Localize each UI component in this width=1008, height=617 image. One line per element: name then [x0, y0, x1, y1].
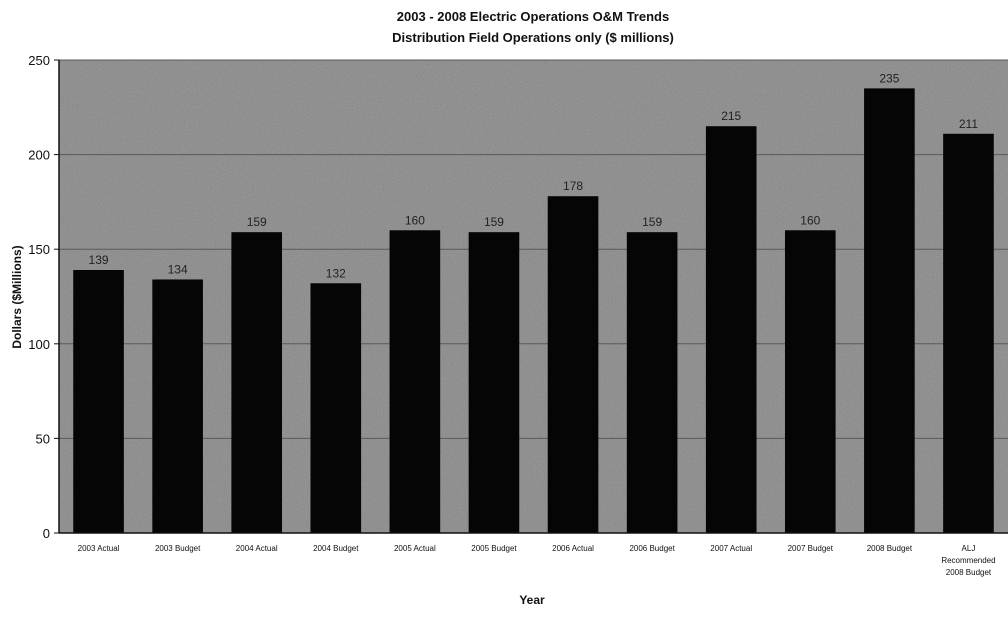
- x-axis-ticks: 2003 Actual 2003 Budget 2004 Actual 2004 Bu…: [78, 544, 996, 577]
- x-tick-label: 2006 Budget: [629, 544, 675, 553]
- y-tick-label: 250: [28, 53, 50, 68]
- x-tick-label: ALJ Recommended 2008 Budget: [941, 544, 995, 577]
- bar: [943, 133, 994, 533]
- bar: [468, 232, 520, 533]
- y-tick-label: 200: [28, 148, 50, 163]
- bar: [73, 270, 124, 533]
- x-axis-label: Year: [519, 593, 545, 607]
- data-label: 159: [642, 215, 662, 229]
- x-tick-label: 2004 Budget: [313, 544, 359, 553]
- gridlines: [59, 59, 1008, 439]
- data-label: 160: [800, 213, 820, 227]
- data-label: 159: [247, 215, 267, 229]
- data-label: 132: [326, 266, 346, 280]
- plot-area: [59, 60, 1008, 533]
- x-tick-label: 2006 Actual: [552, 544, 594, 553]
- x-tick-label: 2005 Budget: [471, 544, 517, 553]
- bar: [152, 279, 203, 533]
- data-label: 215: [721, 109, 741, 123]
- x-tick-label: 2003 Budget: [155, 544, 201, 553]
- data-label: 134: [168, 262, 188, 276]
- bar: [784, 230, 836, 533]
- bar: [705, 126, 757, 533]
- y-tick-label: 100: [28, 337, 50, 352]
- y-axis-label: Dollars ($Millions): [10, 245, 24, 348]
- chart-subtitle: Distribution Field Operations only ($ mi…: [392, 30, 674, 45]
- x-tick-label: 2008 Budget: [867, 544, 913, 553]
- y-tick-label: 150: [28, 242, 50, 257]
- x-tick-label: 2007 Budget: [788, 544, 834, 553]
- x-tick-label: 2007 Actual: [710, 544, 752, 553]
- x-tick-label: 2003 Actual: [78, 544, 120, 553]
- y-tick-label: 50: [36, 431, 50, 446]
- chart-title: 2003 - 2008 Electric Operations O&M Tren…: [397, 9, 669, 24]
- bar: [389, 230, 441, 533]
- x-tick-label: 2004 Actual: [236, 544, 278, 553]
- data-label: 211: [959, 117, 978, 131]
- data-label: 178: [563, 179, 583, 193]
- x-tick-label: 2005 Actual: [394, 544, 436, 553]
- bar: [547, 196, 599, 533]
- data-label: 159: [484, 215, 504, 229]
- bar: [310, 283, 362, 533]
- data-label: 160: [405, 213, 425, 227]
- data-label: 235: [879, 71, 899, 85]
- y-tick-label: 0: [43, 526, 50, 541]
- data-label: 139: [89, 253, 109, 267]
- bar: [864, 88, 915, 533]
- y-axis-ticks: 0 50 100 150 200 250: [28, 53, 59, 541]
- data-labels: 139 134 159 132 160 159 178 159 215 160 235 211: [89, 71, 979, 280]
- bar: [231, 232, 283, 533]
- bar: [626, 232, 678, 533]
- bars: [73, 88, 994, 533]
